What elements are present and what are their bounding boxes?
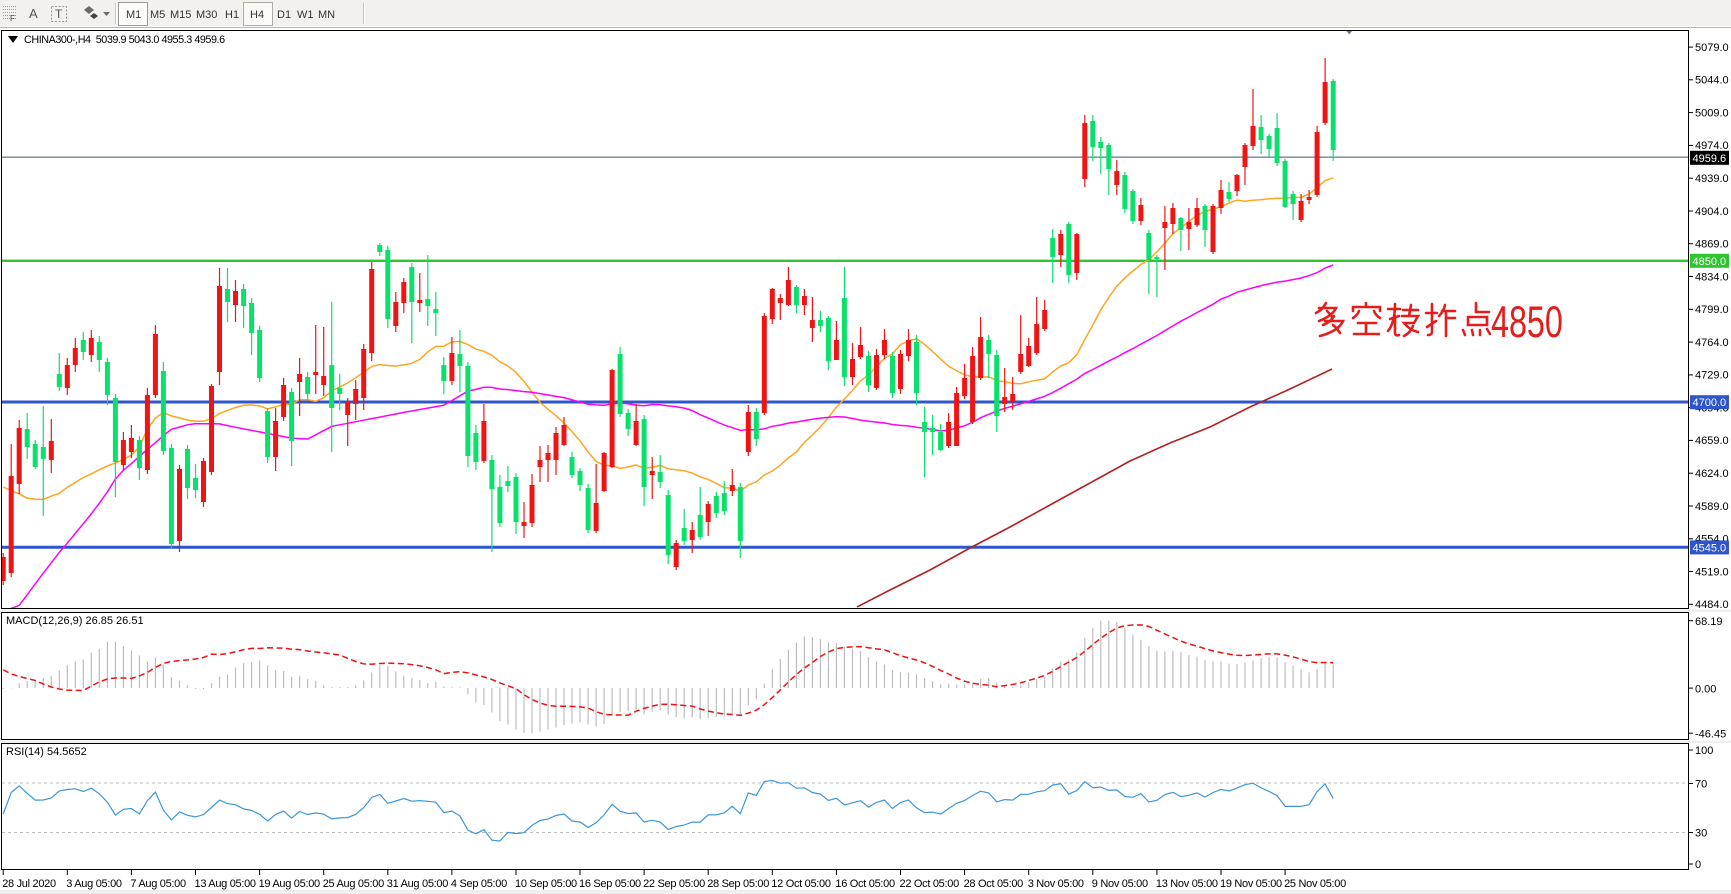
svg-text:4939.0: 4939.0	[1695, 173, 1729, 185]
svg-text:28 Sep 05:00: 28 Sep 05:00	[707, 878, 769, 890]
svg-text:4974.0: 4974.0	[1695, 140, 1729, 152]
svg-text:A: A	[29, 6, 38, 21]
svg-text:-46.45: -46.45	[1695, 728, 1726, 740]
svg-text:19 Nov 05:00: 19 Nov 05:00	[1220, 878, 1282, 890]
svg-text:9 Nov 05:00: 9 Nov 05:00	[1092, 878, 1148, 890]
svg-text:70: 70	[1695, 779, 1707, 791]
svg-text:W1: W1	[297, 9, 314, 21]
svg-text:3 Aug 05:00: 3 Aug 05:00	[66, 878, 122, 890]
svg-text:3 Nov 05:00: 3 Nov 05:00	[1028, 878, 1084, 890]
svg-text:H1: H1	[225, 9, 239, 21]
svg-text:28 Oct 05:00: 28 Oct 05:00	[964, 878, 1024, 890]
svg-text:68.19: 68.19	[1695, 616, 1723, 628]
svg-text:H4: H4	[250, 9, 264, 21]
svg-text:T: T	[55, 7, 63, 21]
svg-text:5079.0: 5079.0	[1695, 42, 1729, 54]
svg-text:CHINA300-,H4 5039.9 5043.0 49: CHINA300-,H4 5039.9 5043.0 4955.3 4959.6	[24, 34, 225, 46]
svg-text:5044.0: 5044.0	[1695, 75, 1729, 87]
svg-text:MN: MN	[318, 9, 335, 21]
svg-text:16 Oct 05:00: 16 Oct 05:00	[835, 878, 895, 890]
svg-text:4850.0: 4850.0	[1693, 256, 1727, 268]
svg-text:30: 30	[1695, 828, 1707, 840]
svg-text:0: 0	[1695, 859, 1701, 871]
svg-text:22 Oct 05:00: 22 Oct 05:00	[900, 878, 960, 890]
svg-text:4729.0: 4729.0	[1695, 370, 1729, 382]
svg-text:4545.0: 4545.0	[1693, 542, 1727, 554]
svg-text:4764.0: 4764.0	[1695, 337, 1729, 349]
svg-text:4959.6: 4959.6	[1693, 153, 1727, 165]
svg-text:16 Sep 05:00: 16 Sep 05:00	[579, 878, 641, 890]
svg-text:4624.0: 4624.0	[1695, 468, 1729, 480]
svg-text:13 Aug 05:00: 13 Aug 05:00	[195, 878, 256, 890]
svg-text:4869.0: 4869.0	[1695, 239, 1729, 251]
svg-text:10 Sep 05:00: 10 Sep 05:00	[515, 878, 577, 890]
svg-text:4519.0: 4519.0	[1695, 566, 1729, 578]
svg-text:7 Aug 05:00: 7 Aug 05:00	[130, 878, 186, 890]
svg-text:31 Aug 05:00: 31 Aug 05:00	[387, 878, 448, 890]
svg-text:M1: M1	[126, 9, 141, 21]
svg-text:22 Sep 05:00: 22 Sep 05:00	[643, 878, 705, 890]
svg-text:F: F	[10, 14, 15, 23]
svg-text:M30: M30	[196, 9, 217, 21]
svg-text:4659.0: 4659.0	[1695, 435, 1729, 447]
svg-text:M15: M15	[170, 9, 191, 21]
svg-text:4799.0: 4799.0	[1695, 304, 1729, 316]
svg-text:5009.0: 5009.0	[1695, 107, 1729, 119]
svg-text:100: 100	[1695, 745, 1713, 757]
svg-text:4834.0: 4834.0	[1695, 271, 1729, 283]
svg-text:M5: M5	[150, 9, 165, 21]
svg-text:4850: 4850	[1491, 298, 1563, 347]
svg-text:4700.0: 4700.0	[1693, 397, 1727, 409]
svg-text:19 Aug 05:00: 19 Aug 05:00	[259, 878, 320, 890]
svg-text:12 Oct 05:00: 12 Oct 05:00	[771, 878, 831, 890]
svg-text:4904.0: 4904.0	[1695, 206, 1729, 218]
svg-text:4589.0: 4589.0	[1695, 501, 1729, 513]
svg-text:28 Jul 2020: 28 Jul 2020	[2, 878, 56, 890]
svg-text:MACD(12,26,9) 26.85 26.51: MACD(12,26,9) 26.85 26.51	[6, 615, 144, 627]
svg-text:RSI(14) 54.5652: RSI(14) 54.5652	[6, 746, 87, 758]
svg-text:0.00: 0.00	[1695, 683, 1716, 695]
svg-text:4484.0: 4484.0	[1695, 599, 1729, 611]
svg-text:D1: D1	[277, 9, 291, 21]
svg-text:13 Nov 05:00: 13 Nov 05:00	[1156, 878, 1218, 890]
svg-text:25 Nov 05:00: 25 Nov 05:00	[1284, 878, 1346, 890]
svg-text:4 Sep 05:00: 4 Sep 05:00	[451, 878, 507, 890]
svg-text:25 Aug 05:00: 25 Aug 05:00	[323, 878, 384, 890]
